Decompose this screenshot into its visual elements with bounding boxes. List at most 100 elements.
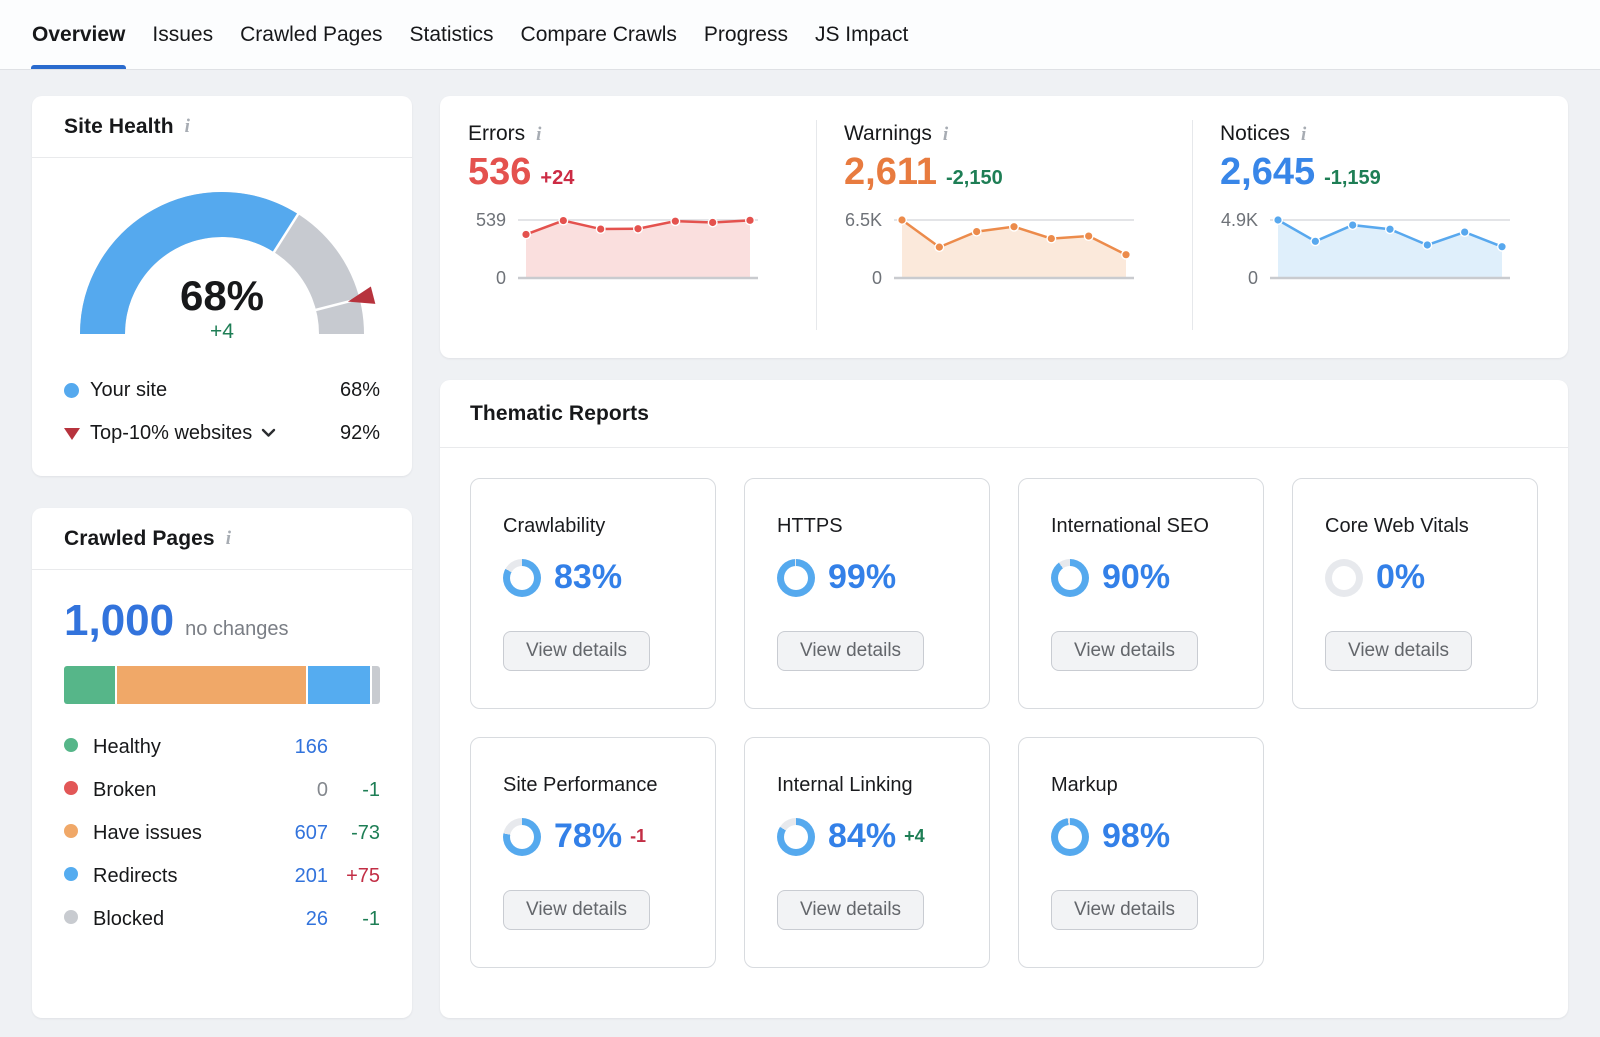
crawled-total: 1,000 [64, 596, 175, 645]
top10-label: Top-10% websites [90, 422, 253, 444]
your-site-value: 68% [339, 379, 380, 401]
crawled-legend-change: -73 [351, 822, 380, 844]
overview-page: Site Health i 68% +4 Your site 68% Top [0, 70, 1600, 1037]
progress-donut-icon [503, 817, 541, 856]
site-health-legend: Your site 68% Top-10% websites 92% [64, 369, 380, 455]
errors-axis-max: 539 [475, 210, 506, 230]
crawled-legend-row-blocked: Blocked 26 -1 [64, 898, 380, 941]
warnings-info-icon[interactable]: i [942, 123, 949, 145]
crawled-legend-change: +75 [346, 865, 380, 887]
tab-issues[interactable]: Issues [152, 22, 214, 46]
view-details-button[interactable]: View details [1051, 890, 1199, 930]
progress-donut-icon [777, 817, 815, 856]
top-nav: Overview Issues Crawled Pages Statistics… [0, 0, 1600, 70]
site-health-info-icon[interactable]: i [184, 116, 190, 137]
crawled-legend-label: Healthy [93, 736, 161, 758]
thematic-card-title: Crawlability [503, 515, 606, 537]
crawled-legend-value: 166 [294, 736, 328, 758]
thematic-card-core-web-vitals: Core Web Vitals 0% View details [1292, 478, 1538, 709]
thematic-card-percent: 90% [1102, 558, 1171, 596]
errors-info-icon[interactable]: i [536, 123, 542, 145]
view-details-button[interactable]: View details [503, 631, 651, 671]
broken-dot-icon [64, 781, 78, 795]
benchmark-triangle-icon [64, 427, 80, 440]
crawled-legend-value: 26 [305, 908, 328, 930]
progress-donut-icon [1051, 558, 1089, 597]
chevron-down-icon[interactable] [261, 425, 276, 443]
thematic-card-percent: 78% [554, 817, 623, 855]
view-details-button[interactable]: View details [1051, 631, 1199, 671]
notices-axis-max: 4.9K [1220, 210, 1258, 230]
tab-js-impact[interactable]: JS Impact [814, 22, 909, 46]
crawled-legend-label: Redirects [93, 865, 178, 887]
thematic-card-title: International SEO [1051, 515, 1209, 537]
errors-change: +24 [540, 167, 575, 189]
legend-row-top10[interactable]: Top-10% websites 92% [64, 412, 380, 455]
thematic-card-title: Markup [1051, 774, 1118, 796]
thematic-card-title: Internal Linking [777, 774, 913, 796]
site-health-score: 68% [179, 271, 265, 319]
warnings-axis-min: 0 [871, 268, 882, 288]
thematic-card-markup: Markup 98% View details [1018, 737, 1264, 968]
thematic-card-crawlability: Crawlability 83% View details [470, 478, 716, 709]
thematic-card-site-performance: Site Performance 78% -1 View details [470, 737, 716, 968]
have-issues-dot-icon [64, 824, 78, 838]
view-details-button[interactable]: View details [777, 890, 925, 930]
bar-segment-blocked [371, 666, 380, 704]
thematic-card-title: Site Performance [503, 774, 658, 796]
crawled-legend-value: 607 [294, 822, 328, 844]
crawled-pages-info-icon[interactable]: i [225, 528, 231, 549]
progress-donut-icon [503, 558, 541, 597]
crawled-legend-row-redirects: Redirects 201 +75 [64, 855, 380, 898]
notices-title: Notices [1220, 122, 1291, 145]
thematic-card-international-seo: International SEO 90% View details [1018, 478, 1264, 709]
crawled-legend-change: -1 [362, 908, 380, 930]
redirects-dot-icon [64, 867, 78, 881]
warnings-value: 2,611 [844, 151, 937, 193]
thematic-card-percent: 98% [1102, 817, 1171, 855]
your-site-label: Your site [90, 379, 168, 401]
tab-crawled-pages[interactable]: Crawled Pages [240, 22, 383, 46]
thematic-card-percent: 84% [828, 817, 897, 855]
gauge-arc [32, 186, 412, 343]
errors-value: 536 [468, 151, 532, 193]
blocked-dot-icon [64, 910, 78, 924]
legend-row-your-site: Your site 68% [64, 369, 380, 412]
tab-statistics[interactable]: Statistics [409, 22, 494, 46]
crawled-legend-label: Blocked [93, 908, 165, 930]
thematic-reports-card: Thematic Reports Crawlability 83% View d… [440, 380, 1568, 1018]
tab-progress[interactable]: Progress [703, 22, 788, 46]
crawled-legend-row-broken: Broken 0 -1 [64, 769, 380, 812]
site-health-header: Site Health i [32, 96, 412, 158]
crawled-pages-title: Crawled Pages [64, 526, 215, 550]
thematic-reports-grid: Crawlability 83% View details HTTPS 99% … [440, 448, 1568, 998]
site-health-title: Site Health [64, 114, 174, 138]
notices-value: 2,645 [1220, 151, 1316, 193]
top10-value: 92% [339, 422, 380, 444]
crawled-legend-change: -1 [362, 779, 380, 801]
your-site-dot-icon [64, 383, 79, 398]
crawled-total-note: no changes [185, 618, 289, 640]
thematic-card-change: +4 [904, 826, 925, 846]
crawled-pages-bar [64, 666, 380, 704]
view-details-button[interactable]: View details [1325, 631, 1473, 671]
site-health-card: Site Health i 68% +4 Your site 68% Top [32, 96, 412, 476]
thematic-reports-header: Thematic Reports [440, 380, 1568, 448]
notices-sparkline [1270, 210, 1510, 291]
site-health-gauge: 68% +4 [32, 186, 412, 343]
crawled-pages-header: Crawled Pages i [32, 508, 412, 570]
thematic-card-change: -1 [630, 826, 647, 846]
errors-axis-min: 0 [495, 268, 506, 288]
thematic-card-title: HTTPS [777, 515, 843, 537]
view-details-button[interactable]: View details [503, 890, 651, 930]
crawled-pages-card: Crawled Pages i 1,000 no changes Healthy… [32, 508, 412, 1018]
errors-column: Errors i 536 +24 539 0 [440, 96, 816, 358]
bar-segment-have-issues [117, 666, 306, 704]
progress-donut-icon [777, 558, 815, 597]
notices-info-icon[interactable]: i [1301, 123, 1307, 145]
view-details-button[interactable]: View details [777, 631, 925, 671]
tab-overview[interactable]: Overview [30, 0, 127, 69]
notices-change: -1,159 [1324, 167, 1381, 189]
warnings-axis-max: 6.5K [844, 210, 882, 230]
tab-compare-crawls[interactable]: Compare Crawls [520, 22, 677, 46]
